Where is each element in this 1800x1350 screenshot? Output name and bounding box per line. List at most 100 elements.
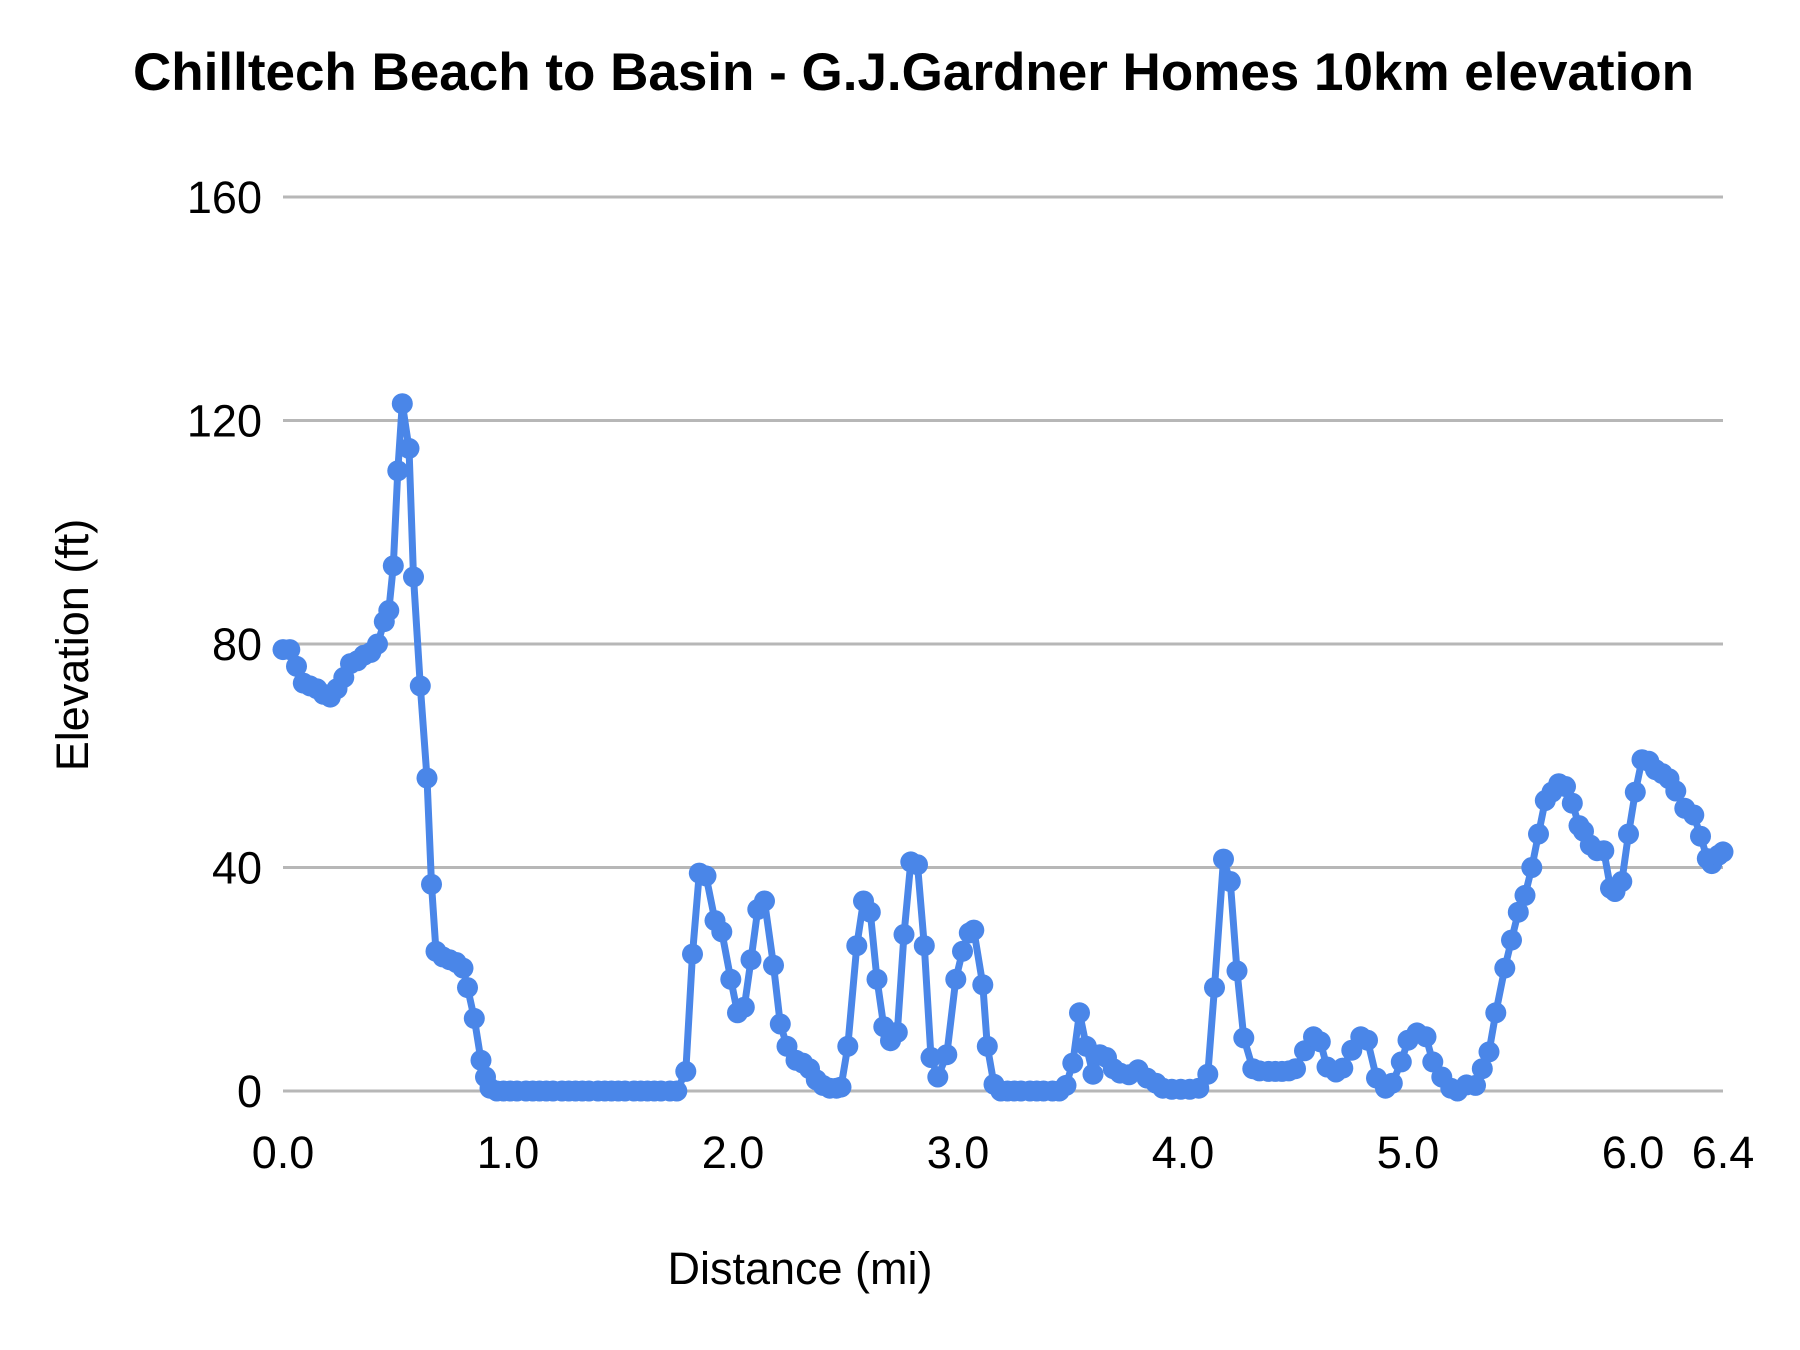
y-tick-label: 0 [237,1066,262,1117]
data-point-marker[interactable] [1204,977,1225,999]
data-point-marker[interactable] [830,1076,852,1098]
data-point-marker[interactable] [1309,1031,1331,1053]
data-point-marker[interactable] [927,1066,949,1088]
data-point-marker[interactable] [720,968,742,990]
data-point-marker[interactable] [1665,780,1687,802]
data-point-marker[interactable] [470,1049,492,1071]
data-point-marker[interactable] [367,633,388,655]
x-tick-label: 5.0 [1377,1127,1440,1178]
data-point-marker[interactable] [976,1035,998,1057]
data-point-marker[interactable] [1712,841,1734,863]
chart-title: Chilltech Beach to Basin - G.J.Gardner H… [133,43,1695,102]
data-point-marker[interactable] [279,639,301,661]
data-point-marker[interactable] [866,968,888,990]
data-point-marker[interactable] [886,1021,908,1043]
data-point-marker[interactable] [837,1035,859,1057]
data-point-marker[interactable] [1494,957,1516,979]
series-elevation[interactable] [272,393,1734,1102]
data-point-marker[interactable] [378,600,400,621]
data-point-marker[interactable] [1514,884,1536,906]
data-point-marker[interactable] [1055,1074,1077,1096]
x-axis-title: Distance (mi) [667,1243,933,1294]
data-point-marker[interactable] [972,974,994,996]
data-point-marker[interactable] [452,957,474,979]
data-point-marker[interactable] [1197,1063,1219,1085]
x-tick-label: 2.0 [702,1127,765,1178]
y-tick-label: 80 [212,619,262,670]
data-point-marker[interactable] [1390,1051,1412,1073]
data-point-marker[interactable] [907,854,928,876]
x-tick-label: 4.0 [1152,1127,1215,1178]
data-point-marker[interactable] [1381,1072,1403,1094]
data-point-marker[interactable] [1611,871,1633,892]
data-point-marker[interactable] [1069,1002,1090,1024]
y-tick-label: 160 [187,172,262,223]
data-point-marker[interactable] [1332,1057,1354,1079]
series-line [279,400,1727,1095]
x-tick-label: 0.0 [252,1127,315,1178]
x-tick-label: 6.4 [1692,1127,1755,1178]
data-point-marker[interactable] [733,996,755,1018]
data-point-marker[interactable] [682,943,703,965]
x-axis-tick-labels: 0.0 1.0 2.0 3.0 4.0 5.0 6.0 6.4 [252,1127,1755,1178]
data-point-marker[interactable] [846,935,868,957]
data-point-marker[interactable] [1219,871,1241,892]
data-point-marker[interactable] [1507,901,1529,923]
data-point-marker[interactable] [398,437,420,459]
data-point-marker[interactable] [387,460,409,482]
data-point-marker[interactable] [1478,1041,1500,1063]
data-point-marker[interactable] [1521,857,1543,878]
data-point-marker[interactable] [945,968,967,990]
data-point-marker[interactable] [1285,1058,1306,1080]
data-point-marker[interactable] [416,767,438,789]
data-point-marker[interactable] [1555,776,1576,797]
data-point-marker[interactable] [1233,1027,1255,1049]
data-point-marker[interactable] [913,935,935,957]
data-point-marker[interactable] [695,865,717,887]
data-point-marker[interactable] [382,555,404,577]
data-point-marker[interactable] [893,924,915,945]
data-point-marker[interactable] [1415,1026,1437,1048]
y-axis-tick-labels: 0 40 80 120 160 [187,172,262,1117]
data-point-marker[interactable] [1062,1052,1084,1074]
data-point-marker[interactable] [403,566,424,588]
data-point-marker[interactable] [1624,781,1646,803]
y-tick-label: 120 [187,396,262,447]
data-point-marker[interactable] [1528,823,1549,845]
data-point-marker[interactable] [391,393,413,415]
data-point-marker[interactable] [409,675,431,697]
data-point-marker[interactable] [1422,1051,1444,1073]
data-point-marker[interactable] [1690,825,1711,847]
data-point-marker[interactable] [740,949,762,971]
data-point-marker[interactable] [1593,840,1615,862]
data-point-marker[interactable] [754,890,775,912]
data-point-marker[interactable] [763,954,784,976]
data-point-marker[interactable] [666,1080,688,1102]
data-point-marker[interactable] [286,655,307,677]
data-point-marker[interactable] [920,1047,942,1068]
data-point-marker[interactable] [1226,960,1248,982]
data-point-marker[interactable] [952,940,973,962]
data-point-marker[interactable] [463,1007,485,1029]
data-point-marker[interactable] [1357,1029,1378,1051]
data-point-marker[interactable] [859,901,881,923]
data-point-marker[interactable] [1471,1058,1493,1080]
data-point-marker[interactable] [1501,929,1522,951]
data-point-marker[interactable] [1618,823,1639,845]
data-point-marker[interactable] [963,919,985,941]
data-point-marker[interactable] [1561,792,1583,814]
x-tick-label: 1.0 [477,1127,540,1178]
data-point-marker[interactable] [936,1044,958,1066]
data-point-marker[interactable] [457,977,478,999]
data-point-marker[interactable] [675,1060,697,1082]
data-point-marker[interactable] [1485,1002,1507,1024]
data-point-marker[interactable] [1465,1074,1486,1096]
data-point-marker[interactable] [711,921,733,943]
data-point-marker[interactable] [1082,1063,1104,1085]
data-point-marker[interactable] [769,1013,791,1035]
data-point-marker[interactable] [421,873,442,895]
data-point-marker[interactable] [1213,848,1234,870]
data-point-marker[interactable] [1683,804,1705,826]
